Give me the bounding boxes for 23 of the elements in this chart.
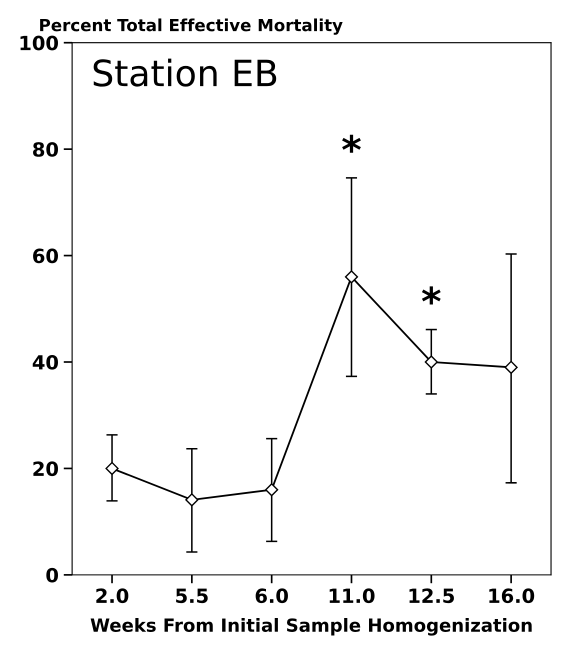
point <box>265 483 278 496</box>
x-tick-label: 6.0 <box>256 588 288 604</box>
y-tick-label: 60 <box>33 248 58 264</box>
x-tick-label: 12.5 <box>410 588 454 604</box>
y-axis-title: Percent Total Effective Mortality <box>40 18 343 35</box>
point <box>185 493 198 506</box>
point <box>504 360 518 374</box>
point <box>424 355 438 369</box>
x-tick-label: 5.5 <box>176 588 208 604</box>
x-axis-title: Weeks From Initial Sample Homogenization <box>90 618 532 636</box>
x-tick-label: 16.0 <box>489 588 534 604</box>
point <box>105 462 119 476</box>
y-tick-label: 80 <box>33 142 58 157</box>
x-tick-label: 2.0 <box>96 588 128 604</box>
y-tick-label: 0 <box>46 568 58 583</box>
y-tick-label: 40 <box>32 354 58 370</box>
annotation: * <box>422 286 441 304</box>
x-tick-label: 11.0 <box>330 588 375 604</box>
y-tick-label: 20 <box>33 461 58 476</box>
chart-title: Station EB <box>94 58 276 87</box>
point <box>344 270 358 284</box>
annotation: * <box>342 134 361 153</box>
y-tick-label: 100 <box>20 36 58 50</box>
